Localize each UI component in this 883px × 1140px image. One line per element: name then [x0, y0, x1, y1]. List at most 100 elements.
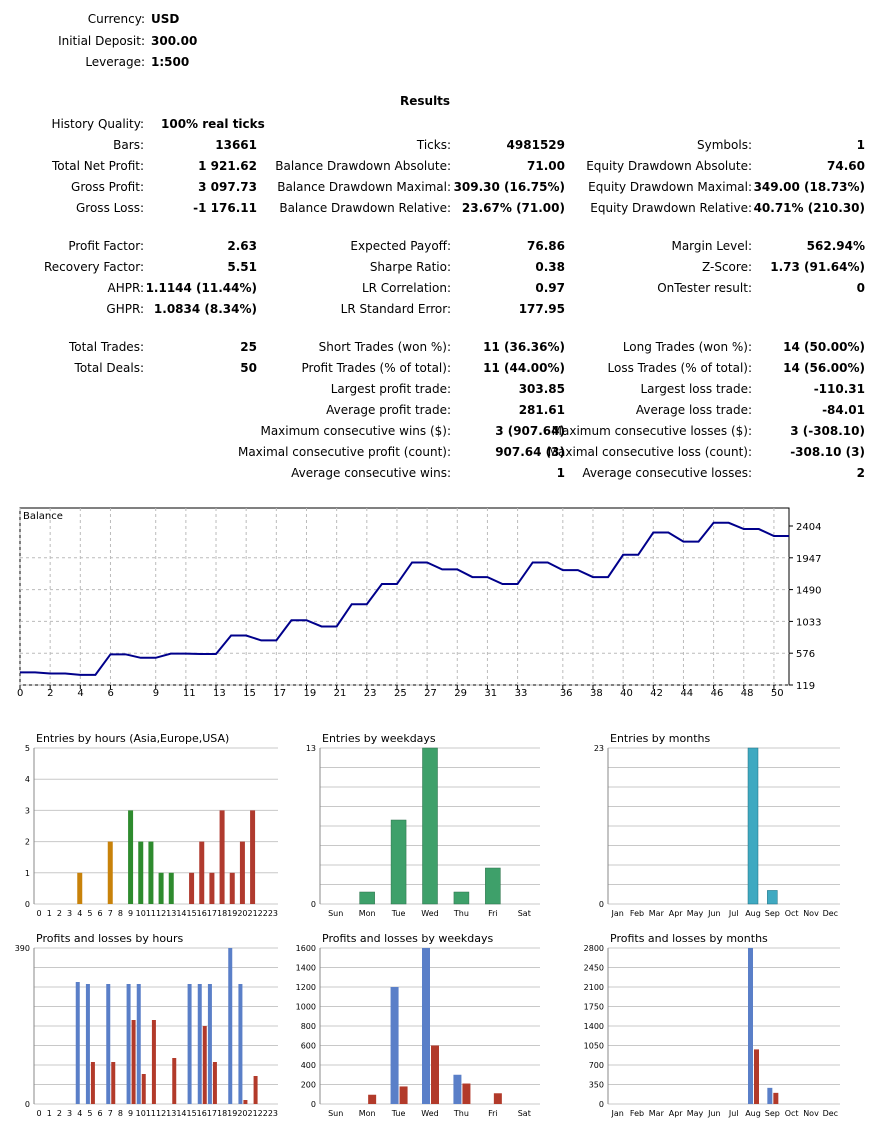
- small-chart-xtick-label: 14: [176, 909, 186, 918]
- stat-col2-label: Balance Drawdown Maximal:: [277, 180, 451, 194]
- small-chart-xtick-label: 1: [47, 909, 52, 918]
- bar: [239, 841, 245, 904]
- stat-col2-value: 76.86: [527, 239, 565, 253]
- stat-col3-value: 0: [856, 281, 865, 295]
- balance-xtick-label: 11: [183, 688, 196, 699]
- stat-col3-label: Largest loss trade:: [640, 382, 752, 396]
- stat-col2-label: Expected Payoff:: [350, 239, 451, 253]
- small-chart-xtick-label: Wed: [421, 909, 438, 918]
- balance-ytick-label: 1490: [796, 586, 821, 597]
- stat-col1-value: 1.1144 (11.44%): [145, 281, 257, 295]
- small-chart-xtick-label: 21: [247, 1109, 257, 1118]
- profits-losses-by-weekdays-chart: Profits and losses by weekdays 1600 1400 12…: [296, 932, 540, 1118]
- balance-chart-title: Balance: [23, 511, 63, 522]
- balance-xtick-label: 42: [650, 688, 663, 699]
- small-chart-xtick-label: Mon: [359, 909, 376, 918]
- loss-bar: [131, 1020, 136, 1104]
- profits-losses-by-months-chart: Profits and losses by months 2800 2450 2100…: [584, 932, 840, 1118]
- stat-col2-label: Profit Trades (% of total):: [301, 361, 451, 375]
- small-chart-ytick-label: 0: [25, 1100, 30, 1109]
- small-chart-xtick-label: 16: [197, 909, 207, 918]
- stat-col1-value: -1 176.11: [193, 201, 257, 215]
- small-chart-ytick-label: 600: [301, 1042, 316, 1051]
- bar: [250, 810, 256, 904]
- balance-line: [20, 521, 789, 676]
- small-chart-ytick-label: 800: [301, 1022, 316, 1031]
- stat-col1-label: Bars:: [113, 138, 144, 152]
- bar: [422, 747, 438, 905]
- loss-bar: [399, 1086, 408, 1104]
- stat-col2-value: 4981529: [506, 138, 565, 152]
- profit-bar: [187, 984, 192, 1104]
- small-chart-xtick-label: 22: [258, 909, 268, 918]
- balance-ytick-label: 1947: [796, 554, 821, 565]
- small-chart-title: Profits and losses by hours: [36, 932, 184, 945]
- small-chart-ytick-label: 1400: [584, 1022, 604, 1031]
- small-chart-xtick-label: Mar: [649, 909, 665, 918]
- small-chart-xtick-label: Sep: [765, 909, 780, 918]
- small-chart-xtick-label: 3: [67, 909, 72, 918]
- small-chart-xtick-label: 13: [166, 909, 176, 918]
- stat-col1-label: Total Deals:: [74, 361, 144, 375]
- small-chart-ytick-label: 200: [301, 1081, 316, 1090]
- small-chart-xtick-label: 9: [128, 1109, 133, 1118]
- small-chart-ytick-label: 1: [25, 869, 30, 878]
- small-chart-xtick-label: 12: [156, 909, 166, 918]
- stat-col3-label: Equity Drawdown Absolute:: [586, 159, 752, 173]
- small-chart-xtick-label: 4: [77, 1109, 82, 1118]
- small-chart-xtick-label: 16: [197, 1109, 207, 1118]
- small-chart-ytick-label: 1600: [296, 944, 316, 953]
- small-chart-xtick-label: Dec: [823, 1109, 838, 1118]
- bar: [128, 810, 134, 904]
- small-chart-ytick-label: 350: [589, 1081, 604, 1090]
- balance-ytick-label: 1033: [796, 617, 821, 628]
- small-chart-xtick-label: Feb: [630, 909, 644, 918]
- small-chart-ytick-label: 5: [25, 744, 30, 753]
- small-chart-xtick-label: Apr: [669, 1109, 684, 1118]
- currency-label: Currency:: [87, 12, 145, 26]
- small-chart-xtick-label: 5: [87, 909, 92, 918]
- stat-col1-value: 2.63: [227, 239, 257, 253]
- stat-col3-label: Equity Drawdown Relative:: [590, 201, 752, 215]
- stat-col2-label: Sharpe Ratio:: [369, 260, 451, 274]
- stat-col1-label: Profit Factor:: [68, 239, 144, 253]
- stat-col1-label: Total Trades:: [69, 340, 144, 354]
- small-chart-xtick-label: Jan: [610, 909, 623, 918]
- small-chart-xtick-label: Nov: [803, 1109, 819, 1118]
- small-chart-ytick-label: 13: [306, 744, 316, 753]
- profit-bar: [748, 948, 753, 1104]
- balance-xtick-label: 0: [17, 688, 23, 699]
- balance-xtick-label: 46: [711, 688, 724, 699]
- small-chart-xtick-label: 19: [227, 909, 237, 918]
- balance-ytick-label: 119: [796, 681, 815, 692]
- bar: [219, 810, 225, 904]
- bar: [168, 872, 174, 904]
- stat-col2-label: Maximum consecutive wins ($):: [260, 424, 451, 438]
- balance-xtick-label: 23: [364, 688, 377, 699]
- profit-bar: [228, 948, 233, 1104]
- profit-bar: [453, 1074, 462, 1104]
- small-chart-title: Entries by months: [610, 732, 710, 745]
- stat-col2-value: 1: [556, 466, 565, 480]
- small-chart-xtick-label: Feb: [630, 1109, 644, 1118]
- small-chart-ytick-label: 0: [311, 1100, 316, 1109]
- small-chart-xtick-label: 11: [146, 909, 156, 918]
- small-chart-xtick-label: Tue: [391, 1109, 406, 1118]
- small-chart-ytick-label: 390: [15, 944, 30, 953]
- small-chart-ytick-label: 23: [594, 744, 604, 753]
- small-chart-xtick-label: 22: [258, 1109, 268, 1118]
- stat-col3-value: 562.94%: [806, 239, 865, 253]
- loss-bar: [493, 1093, 502, 1104]
- stat-col2-value: 281.61: [518, 403, 565, 417]
- stat-col2-label: Balance Drawdown Relative:: [279, 201, 451, 215]
- loss-bar: [202, 1026, 207, 1104]
- balance-xtick-label: 15: [243, 688, 256, 699]
- small-chart-xtick-label: 0: [37, 1109, 42, 1118]
- stat-col1-label: Gross Profit:: [71, 180, 144, 194]
- balance-xtick-label: 21: [334, 688, 347, 699]
- small-chart-xtick-label: Sun: [328, 909, 343, 918]
- leverage-label: Leverage:: [85, 55, 145, 69]
- balance-xtick-label: 13: [213, 688, 226, 699]
